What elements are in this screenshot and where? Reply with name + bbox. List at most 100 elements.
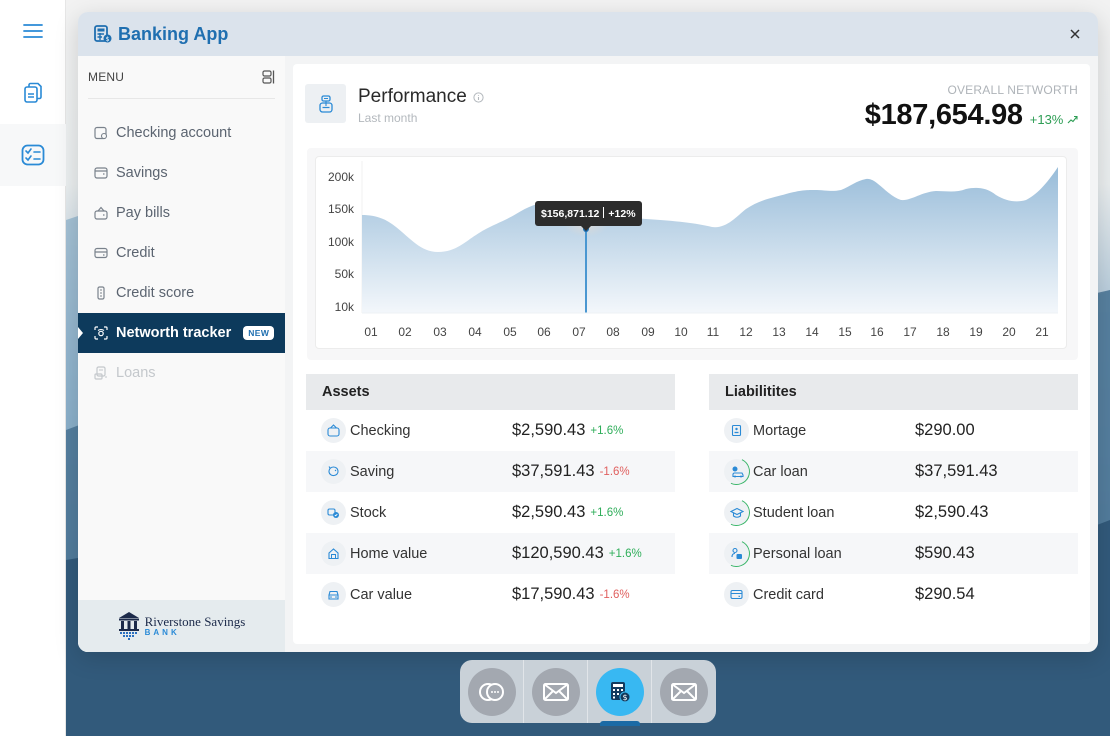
wallet-icon xyxy=(327,424,340,437)
x-tick: 09 xyxy=(641,325,655,339)
change-positive: +1.6% xyxy=(590,424,624,437)
dock-item-mail-2[interactable] xyxy=(652,660,716,723)
documents-icon xyxy=(23,82,42,103)
mortgage-document-icon xyxy=(731,424,742,437)
svg-text:$: $ xyxy=(622,693,627,702)
window-titlebar: $ Banking App xyxy=(78,12,1098,56)
dock-item-mail[interactable] xyxy=(524,660,588,723)
x-tick: 11 xyxy=(706,325,720,339)
y-tick: 50k xyxy=(334,267,354,281)
sidebar-item-label: Savings xyxy=(116,165,168,181)
menu-header: MENU xyxy=(88,56,275,99)
asset-row-home-value[interactable]: Home value $120,590.43 +1.6% xyxy=(306,533,675,574)
rail-checklist-button[interactable] xyxy=(0,124,66,186)
sidebar-item-networth-tracker[interactable]: Networth tracker NEW xyxy=(78,313,285,353)
change-negative: -1.6% xyxy=(599,465,630,478)
car-icon xyxy=(328,590,339,600)
x-tick: 17 xyxy=(903,325,917,339)
sidebar-item-savings[interactable]: Savings xyxy=(78,153,285,193)
networth-change: +13% xyxy=(1030,112,1078,127)
sidebar-item-label: Pay bills xyxy=(116,205,170,221)
mail-icon xyxy=(671,682,697,701)
sidebar-item-credit-score[interactable]: Credit score xyxy=(78,273,285,313)
menu-label: MENU xyxy=(88,70,125,84)
loan-icon xyxy=(94,366,107,380)
info-icon[interactable] xyxy=(473,91,484,103)
bank-logo: Riverstone Savings BANK xyxy=(118,611,246,641)
app-dock: $ xyxy=(460,660,716,726)
bank-branding: Riverstone Savings BANK xyxy=(78,600,285,652)
dock-item-banking-app[interactable]: $ xyxy=(588,660,652,726)
checklist-icon xyxy=(21,144,44,166)
liabilities-table: Liabilitites Mortage $290.00 Car loan $3… xyxy=(709,374,1078,615)
wallet-check-icon xyxy=(94,126,108,140)
home-icon xyxy=(328,548,339,560)
sidebar-item-loans: Loans xyxy=(78,353,285,393)
liability-row-car-loan[interactable]: Car loan $37,591.43 xyxy=(709,451,1078,492)
rail-menu-button[interactable] xyxy=(0,0,66,62)
networth-value: $187,654.98 xyxy=(864,99,1023,131)
close-icon xyxy=(1070,29,1080,39)
x-tick: 01 xyxy=(364,325,378,339)
close-button[interactable] xyxy=(1066,25,1084,43)
x-tick: 03 xyxy=(433,325,447,339)
rail-documents-button[interactable] xyxy=(0,62,66,124)
dock-item-chat[interactable] xyxy=(460,660,524,723)
banking-app-logo-icon: $ xyxy=(94,25,112,43)
x-tick: 21 xyxy=(1035,325,1049,339)
x-tick: 16 xyxy=(870,325,884,339)
sidebar-item-label: Credit score xyxy=(116,285,195,301)
svg-text:$: $ xyxy=(106,36,110,43)
liability-row-credit-card[interactable]: Credit card $290.54 xyxy=(709,574,1078,615)
networth-label: OVERALL NETWORTH xyxy=(947,83,1078,97)
assets-table: Assets Checking $2,590.43 +1.6% Saving $… xyxy=(306,374,675,615)
asset-row-stock[interactable]: Stock $2,590.43 +1.6% xyxy=(306,492,675,533)
bag-icon xyxy=(94,206,108,220)
sidebar-item-pay-bills[interactable]: Pay bills xyxy=(78,193,285,233)
graduation-cap-icon xyxy=(729,507,744,518)
car-loan-icon xyxy=(731,466,744,478)
liability-row-mortgage[interactable]: Mortage $290.00 xyxy=(709,410,1078,451)
app-title: Banking App xyxy=(118,23,229,44)
hamburger-menu-icon xyxy=(22,24,43,38)
sidebar-item-checking-account[interactable]: Checking account xyxy=(78,113,285,153)
liability-row-student-loan[interactable]: Student loan $2,590.43 xyxy=(709,492,1078,533)
asset-row-checking[interactable]: Checking $2,590.43 +1.6% xyxy=(306,410,675,451)
credit-card-icon xyxy=(94,247,108,259)
piggy-bank-icon xyxy=(328,466,339,477)
bank-name: Riverstone Savings xyxy=(144,613,246,629)
liability-row-personal-loan[interactable]: Personal loan $590.43 xyxy=(709,533,1078,574)
new-badge: NEW xyxy=(243,326,275,340)
assets-header: Assets xyxy=(306,374,675,410)
x-tick: 07 xyxy=(572,325,586,339)
credit-card-icon xyxy=(730,589,743,600)
sidebar-item-label: Loans xyxy=(116,365,156,381)
active-app-indicator xyxy=(600,721,640,726)
banking-calculator-icon: $ xyxy=(610,681,630,702)
y-tick: 10k xyxy=(334,300,354,314)
asset-row-car-value[interactable]: Car value $17,590.43 -1.6% xyxy=(306,574,675,615)
performance-chart-container: 200k 150k 100k 50k 10k xyxy=(307,148,1078,360)
asset-row-saving[interactable]: Saving $37,591.43 -1.6% xyxy=(306,451,675,492)
personal-loan-icon xyxy=(731,547,742,559)
piggy-jar-icon xyxy=(318,94,333,113)
sidebar-toggle-icon[interactable] xyxy=(262,70,275,84)
chart-tooltip: $156,871.12 +12% xyxy=(535,201,642,231)
area-chart-plot[interactable] xyxy=(316,157,1068,350)
overall-networth: OVERALL NETWORTH $187,654.98 +13% xyxy=(865,83,1078,132)
change-positive: +1.6% xyxy=(590,506,624,519)
bank-subtitle: BANK xyxy=(144,627,180,637)
sidebar-nav: Checking account Savings Pay bills Credi… xyxy=(78,113,285,393)
sidebar-item-credit[interactable]: Credit xyxy=(78,233,285,273)
x-tick: 05 xyxy=(503,325,517,339)
x-tick: 20 xyxy=(1002,325,1016,339)
trend-up-icon xyxy=(1067,115,1078,124)
x-tick: 13 xyxy=(772,325,786,339)
x-tick: 04 xyxy=(468,325,482,339)
x-tick: 06 xyxy=(537,325,551,339)
liabilities-header: Liabilitites xyxy=(709,374,1078,410)
x-tick: 18 xyxy=(936,325,950,339)
x-tick: 02 xyxy=(398,325,412,339)
app-rail xyxy=(0,0,66,736)
performance-header: Performance Last month xyxy=(305,84,484,125)
